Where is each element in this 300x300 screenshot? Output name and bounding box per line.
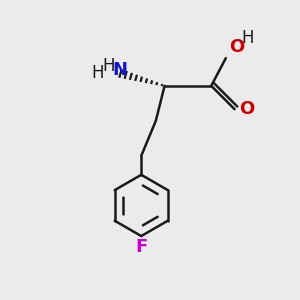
- Text: H: H: [92, 64, 104, 82]
- Text: O: O: [239, 100, 254, 118]
- Text: F: F: [135, 238, 147, 256]
- Text: H: H: [241, 29, 253, 47]
- Text: N: N: [113, 61, 128, 80]
- Text: O: O: [229, 38, 244, 56]
- Text: H: H: [102, 57, 115, 75]
